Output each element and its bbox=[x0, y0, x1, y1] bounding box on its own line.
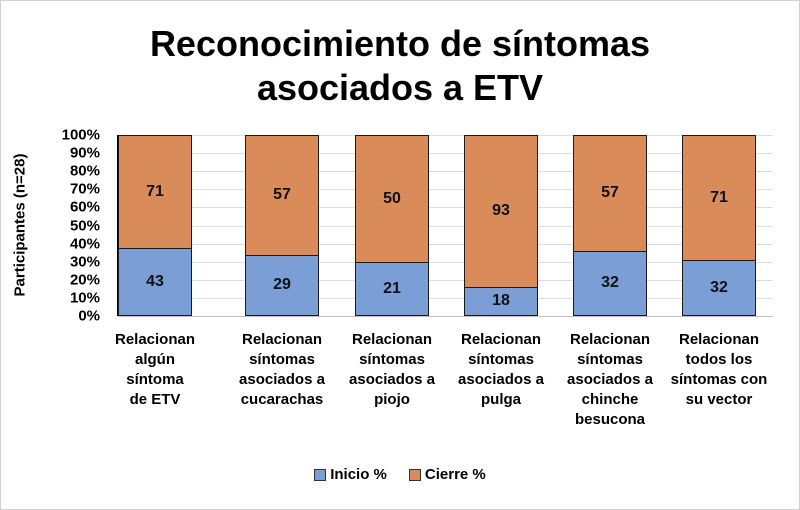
bar-segment-cierre: 50 bbox=[355, 135, 429, 264]
bar-segment-cierre: 57 bbox=[573, 135, 647, 252]
gridline bbox=[118, 171, 773, 173]
x-category-label: Relacionan síntomas asociados a pulga bbox=[458, 331, 544, 408]
gridline bbox=[118, 153, 773, 155]
bar-segment-cierre: 57 bbox=[245, 135, 319, 256]
bar-segment-inicio: 29 bbox=[245, 254, 319, 316]
y-tick-label: 10% bbox=[69, 289, 100, 307]
y-tick-label: 0% bbox=[78, 307, 100, 325]
legend: Inicio % Cierre % bbox=[0, 466, 800, 483]
y-tick-label: 80% bbox=[69, 162, 100, 180]
gridline bbox=[118, 135, 773, 136]
bar-segment-cierre: 93 bbox=[464, 135, 538, 288]
y-tick-label: 70% bbox=[69, 180, 100, 198]
x-category-label: Relacionan síntomas asociados a cucarachas bbox=[239, 331, 325, 408]
bar-segment-inicio: 21 bbox=[355, 262, 429, 316]
chart-title-line: Reconocimiento de síntomas bbox=[149, 23, 651, 64]
gridline bbox=[118, 261, 773, 263]
y-tick-label: 50% bbox=[69, 217, 100, 234]
bar-segment-cierre: 71 bbox=[682, 135, 756, 261]
gridline bbox=[118, 189, 773, 191]
x-category-label: Relacionan todos los síntomas con su vector bbox=[670, 331, 768, 408]
legend-swatch-icon bbox=[314, 468, 327, 481]
gridline bbox=[118, 297, 773, 299]
y-tick-label: 40% bbox=[69, 235, 100, 253]
legend-swatch-icon bbox=[408, 468, 421, 481]
bar-segment-inicio: 43 bbox=[118, 247, 192, 316]
y-axis-label: Participantes (n=28) bbox=[11, 153, 29, 297]
x-category-label: Relacionan síntomas asociados a chinche besu… bbox=[567, 331, 653, 428]
x-category-label: Relacionan algún síntoma de ETV bbox=[114, 331, 196, 408]
legend-label: Cierre % bbox=[424, 466, 486, 483]
bar-segment-inicio: 32 bbox=[682, 259, 756, 316]
bar-segment-inicio: 32 bbox=[573, 250, 647, 316]
bar-segment-inicio: 18 bbox=[464, 286, 538, 316]
y-axis bbox=[117, 135, 118, 316]
y-tick-label: 30% bbox=[69, 253, 100, 271]
gridline bbox=[118, 207, 773, 209]
legend-item: Cierre % bbox=[408, 466, 486, 483]
y-tick-label: 20% bbox=[69, 271, 100, 289]
gridline bbox=[118, 225, 773, 227]
x-category-label: Relacionan síntomas asociados a piojo bbox=[349, 331, 435, 408]
x-axis bbox=[118, 316, 773, 317]
gridline bbox=[118, 243, 773, 245]
bar-segment-cierre: 71 bbox=[118, 135, 192, 249]
y-tick-label: 90% bbox=[69, 144, 100, 162]
chart-title-line: asociados a ETV bbox=[256, 67, 544, 108]
y-tick-label: 60% bbox=[69, 198, 100, 216]
gridline bbox=[118, 279, 773, 281]
y-tick-label: 100% bbox=[61, 126, 100, 144]
legend-item: Inicio % bbox=[314, 466, 387, 483]
legend-label: Inicio % bbox=[330, 466, 387, 483]
